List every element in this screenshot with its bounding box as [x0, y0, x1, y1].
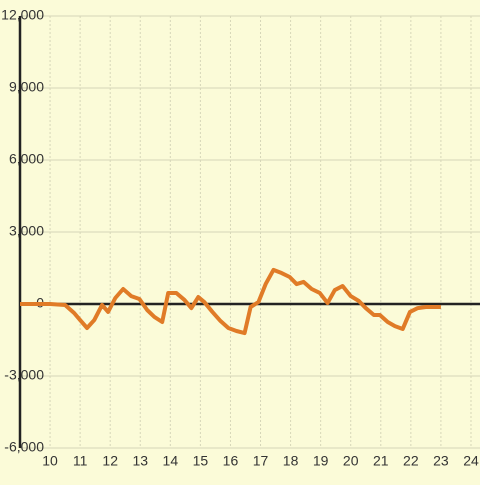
- x-tick-label: 21: [373, 453, 389, 469]
- x-tick-label: 15: [193, 453, 209, 469]
- x-tick-label: 23: [433, 453, 449, 469]
- x-tick-label: 17: [253, 453, 269, 469]
- x-tick-label: 22: [403, 453, 419, 469]
- x-tick-label: 16: [223, 453, 239, 469]
- x-tick-label: 12: [102, 453, 118, 469]
- x-tick-label: 13: [132, 453, 148, 469]
- y-tick-label: 9,000: [9, 79, 44, 95]
- y-tick-label: 3,000: [9, 223, 44, 239]
- y-tick-label: 6,000: [9, 151, 44, 167]
- x-tick-label: 10: [42, 453, 58, 469]
- x-tick-label: 11: [73, 453, 88, 469]
- y-tick-label: -6,000: [4, 439, 44, 455]
- y-tick-label: 12,000: [1, 7, 44, 23]
- x-tick-label: 18: [283, 453, 299, 469]
- x-tick-label: 20: [343, 453, 359, 469]
- x-tick-label: 19: [313, 453, 329, 469]
- line-series: [20, 267, 441, 336]
- x-tick-label: 14: [163, 453, 179, 469]
- x-tick-label: 24: [463, 453, 479, 469]
- y-tick-label: -3,000: [4, 367, 44, 383]
